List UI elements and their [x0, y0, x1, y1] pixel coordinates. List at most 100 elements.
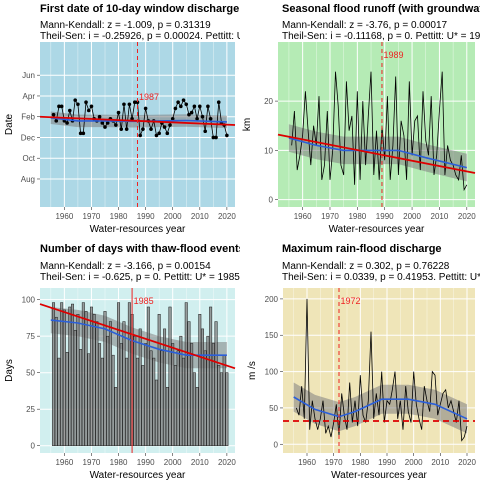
chart-title: Maximum rain-flood discharge	[282, 243, 442, 255]
chart-subtitle-ts: Theil-Sen: i = 0.0339, p = 0.41953. Pett…	[282, 272, 480, 283]
data-bar	[187, 321, 191, 446]
data-bar	[62, 309, 66, 446]
chart-subtitle-mk: Mann-Kendall: z = -1.009, p = 0.31319	[40, 20, 211, 31]
data-bar	[81, 302, 85, 446]
data-bar	[106, 335, 110, 446]
y-tick-label: 0	[269, 196, 274, 205]
y-axis-label: km	[242, 118, 253, 131]
data-bar	[144, 343, 148, 446]
chart-title: First date of 10-day window discharge	[40, 3, 240, 15]
x-tick-label: 2010	[431, 458, 449, 467]
data-bar	[225, 372, 229, 446]
data-bar	[98, 343, 102, 446]
x-tick-label: 2020	[458, 458, 476, 467]
data-bar	[146, 306, 150, 446]
data-point	[59, 104, 64, 109]
data-bar	[203, 350, 207, 446]
data-bar	[108, 321, 112, 446]
data-point	[149, 127, 153, 131]
plot-background	[278, 42, 475, 207]
data-point	[211, 135, 216, 140]
y-tick-label: 50	[269, 404, 278, 413]
chart-panel-max-rain-flood: 1960 1970 1980 1990 2000 2010 2020 0 50 100 150 200…	[240, 240, 480, 480]
data-bar	[68, 306, 72, 446]
x-tick-label: 2020	[218, 458, 236, 467]
data-point	[138, 133, 143, 138]
data-point	[132, 100, 137, 104]
x-tick-label: 2020	[218, 212, 236, 221]
data-bar	[219, 372, 223, 446]
data-bar	[195, 387, 199, 446]
data-bar	[217, 365, 221, 446]
data-point	[97, 114, 102, 119]
data-bar	[165, 387, 169, 446]
data-point	[73, 98, 78, 102]
y-tick-label: Jun	[22, 71, 35, 80]
y-tick-label: 150	[265, 331, 279, 340]
data-bar	[76, 314, 80, 446]
y-tick-label: 50	[26, 369, 35, 378]
y-tick-label: Apr	[23, 92, 36, 101]
chart-svg: 1960 1970 1980 1990 2000 2010 2020 0 50 100 150 200…	[247, 288, 476, 480]
chart-panel-first-date: 1960 1970 1980 1990 2000 2010 2020 Aug Oct Dec Feb…	[0, 0, 240, 240]
chart-svg: 1960 1970 1980 1990 2000 2010 2020 Aug Oct Dec Feb…	[4, 42, 236, 235]
data-bar	[92, 314, 96, 446]
x-tick-label: 1990	[137, 458, 155, 467]
data-bar	[171, 343, 175, 446]
x-tick-label: 1960	[294, 212, 312, 221]
data-bar	[190, 343, 194, 446]
data-point	[143, 106, 148, 111]
x-tick-label: 1980	[110, 458, 128, 467]
x-tick-label: 1970	[83, 458, 101, 467]
y-tick-label: 0	[274, 440, 279, 449]
x-tick-label: 1980	[110, 212, 128, 221]
data-bar	[152, 357, 156, 446]
y-tick-label: 0	[31, 442, 36, 451]
data-bar	[65, 351, 69, 446]
data-bar	[127, 302, 131, 446]
x-axis-label: Water-resources year	[90, 224, 186, 235]
data-point	[162, 125, 167, 129]
y-tick-label: 200	[265, 295, 279, 304]
chart-title: Seasonal flood runoff (with groundwater)	[282, 3, 480, 15]
data-point	[189, 110, 194, 115]
plot-background	[283, 288, 475, 453]
chart-title: Number of days with thaw-flood events	[40, 243, 240, 255]
x-tick-label: 2000	[164, 212, 182, 221]
data-bar	[179, 335, 183, 446]
data-point	[81, 131, 86, 136]
data-point	[135, 100, 140, 104]
y-tick-label: Aug	[21, 175, 35, 184]
data-point	[187, 112, 191, 117]
data-point	[192, 104, 197, 109]
y-tick-label: 100	[265, 368, 279, 377]
data-point	[67, 108, 72, 113]
x-tick-label: 1990	[376, 212, 394, 221]
data-bar	[222, 354, 226, 446]
data-bar	[117, 302, 121, 446]
data-bar	[184, 302, 188, 446]
data-point	[105, 121, 110, 125]
x-tick-label: 1980	[351, 458, 369, 467]
data-point	[103, 125, 107, 129]
loess-smooth-line	[288, 137, 467, 169]
trend-line	[39, 303, 236, 370]
data-point	[51, 112, 56, 117]
chart-svg: 1960 1970 1980 1990 2000 2010 2020 0 10 20 1989 Wat…	[242, 42, 476, 235]
data-point	[165, 131, 170, 136]
data-point	[195, 116, 199, 121]
chart-subtitle-mk: Mann-Kendall: z = 0.302, p = 0.76228	[282, 261, 450, 272]
x-tick-label: 1960	[55, 458, 73, 467]
data-point	[76, 102, 80, 107]
data-bar	[125, 357, 129, 446]
data-bar	[182, 357, 186, 446]
data-bar	[176, 350, 180, 446]
data-bar	[60, 302, 64, 446]
data-bar	[168, 306, 172, 446]
data-bar	[214, 321, 218, 446]
data-bar	[89, 306, 93, 446]
data-point	[225, 133, 229, 138]
data-bar	[198, 314, 202, 446]
data-point	[114, 123, 118, 127]
x-tick-label: 1970	[325, 458, 343, 467]
